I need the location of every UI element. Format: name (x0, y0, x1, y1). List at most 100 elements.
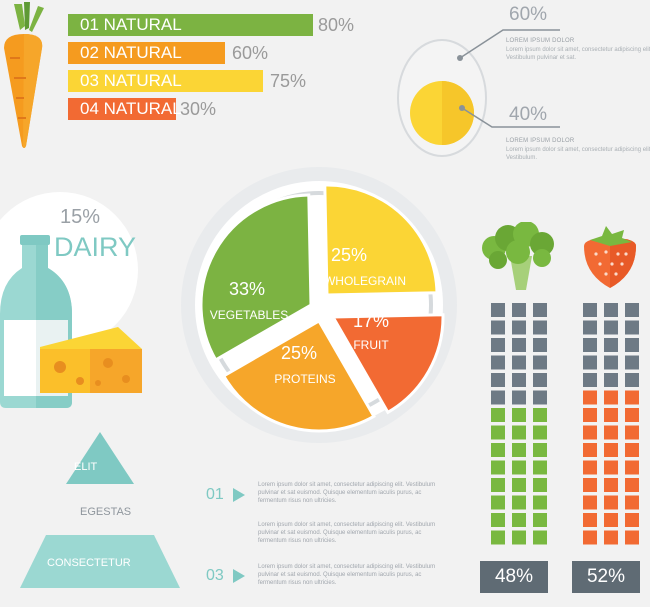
broccoli-square (533, 460, 547, 475)
broccoli-square (491, 320, 505, 335)
broccoli-square (491, 303, 505, 317)
strawberry-square (604, 443, 618, 457)
broccoli-square (491, 478, 505, 492)
broccoli-square (491, 460, 505, 475)
egg-bottom-title: LOREM IPSUM DOLOR (506, 138, 575, 144)
broccoli-square (533, 408, 547, 422)
broccoli-square (512, 425, 526, 440)
pie-percent-fruit: 17% (353, 311, 389, 331)
note-1-text: Lorem ipsum dolor sit amet, consectetur … (258, 482, 436, 504)
broccoli-square (491, 530, 505, 545)
note-2-text: Lorem ipsum dolor sit amet, consectetur … (258, 522, 436, 544)
broccoli-square (491, 390, 505, 405)
strawberry-percent-box: 52% (572, 561, 640, 593)
egg-top-title: LOREM IPSUM DOLOR (506, 38, 575, 44)
broccoli-square (491, 425, 505, 440)
strawberry-square (604, 338, 618, 352)
broccoli-square (491, 373, 505, 387)
note-1-arrow-icon (233, 488, 245, 502)
natural-bar-4 (68, 98, 176, 120)
broccoli-square (533, 495, 547, 510)
pyramid-level-2-label: EGESTAS (80, 506, 132, 518)
natural-bar-1 (68, 14, 313, 36)
strawberry-square (583, 303, 597, 317)
pie-percent-proteins: 25% (281, 343, 317, 363)
egg-bottom-percent: 40% (509, 104, 548, 125)
strawberry-square (604, 460, 618, 475)
egg-bottom-body: Lorem ipsum dolor sit amet, consectetur … (506, 147, 650, 161)
broccoli-square (491, 355, 505, 370)
broccoli-square (533, 303, 547, 317)
strawberry-square (583, 373, 597, 387)
broccoli-square (491, 443, 505, 457)
natural-bar-4-label: 04 NATURAL (80, 99, 182, 118)
strawberry-square (625, 390, 639, 405)
broccoli-square (512, 303, 526, 317)
broccoli-square (512, 460, 526, 475)
strawberry-square (625, 443, 639, 457)
egg-top-percent: 60% (509, 4, 548, 25)
natural-bar-1-percent: 80% (318, 15, 355, 35)
broccoli-square (491, 338, 505, 352)
broccoli-square (491, 495, 505, 510)
strawberry-square (604, 320, 618, 335)
natural-bar-2-label: 02 NATURAL (80, 43, 182, 62)
pie-slice-fruit (330, 313, 445, 415)
strawberry-square (583, 460, 597, 475)
strawberry-square (625, 373, 639, 387)
strawberry-square (604, 355, 618, 370)
broccoli-square (512, 320, 526, 335)
dairy-percent: 15% (60, 206, 101, 228)
pie-label-fruit: FRUIT (353, 338, 389, 352)
strawberry-square (583, 443, 597, 457)
broccoli-square (533, 355, 547, 370)
natural-bar-3-label: 03 NATURAL (80, 71, 182, 90)
strawberry-square (625, 408, 639, 422)
broccoli-square (512, 513, 526, 527)
strawberry-square (583, 320, 597, 335)
strawberry-square (625, 478, 639, 492)
strawberry-square (604, 303, 618, 317)
strawberry-square (604, 478, 618, 492)
note-1-number: 01 (206, 486, 224, 503)
pie-label-proteins: PROTEINS (274, 372, 335, 386)
strawberry-square (604, 513, 618, 527)
broccoli-square (533, 443, 547, 457)
strawberry-square (625, 530, 639, 545)
pyramid-level-3 (20, 535, 180, 588)
broccoli-square (533, 478, 547, 492)
broccoli-square (533, 425, 547, 440)
note-3-number: 03 (206, 567, 224, 584)
carrot-icon (4, 2, 44, 148)
natural-bar-2 (68, 42, 225, 64)
strawberry-square (625, 495, 639, 510)
broccoli-square (512, 408, 526, 422)
broccoli-square (512, 373, 526, 387)
broccoli-percent-box: 48% (480, 561, 548, 593)
strawberry-square (583, 408, 597, 422)
pie-slice-vegetables (199, 193, 313, 362)
natural-bar-1-label: 01 NATURAL (80, 15, 182, 34)
broccoli-square (512, 443, 526, 457)
broccoli-square (512, 355, 526, 370)
broccoli-square (512, 338, 526, 352)
pyramid-level-1-label: ELIT (74, 461, 98, 473)
note-3-text: Lorem ipsum dolor sit amet, consectetur … (258, 564, 436, 586)
pie-percent-wholegrain: 25% (331, 245, 367, 265)
broccoli-square (533, 320, 547, 335)
strawberry-square (625, 303, 639, 317)
pie-label-vegetables: VEGETABLES (210, 308, 288, 322)
broccoli-square (533, 530, 547, 545)
strawberry-square (583, 530, 597, 545)
broccoli-square (533, 390, 547, 405)
egg-icon (397, 39, 487, 157)
pie-label-wholegrain: WHOLEGRAIN (324, 274, 406, 288)
strawberry-square (583, 338, 597, 352)
pie-percent-vegetables: 33% (229, 279, 265, 299)
strawberry-square (625, 460, 639, 475)
broccoli-square (491, 513, 505, 527)
cheese-icon (40, 327, 142, 393)
note-3-arrow-icon (233, 569, 245, 583)
strawberry-square (625, 513, 639, 527)
